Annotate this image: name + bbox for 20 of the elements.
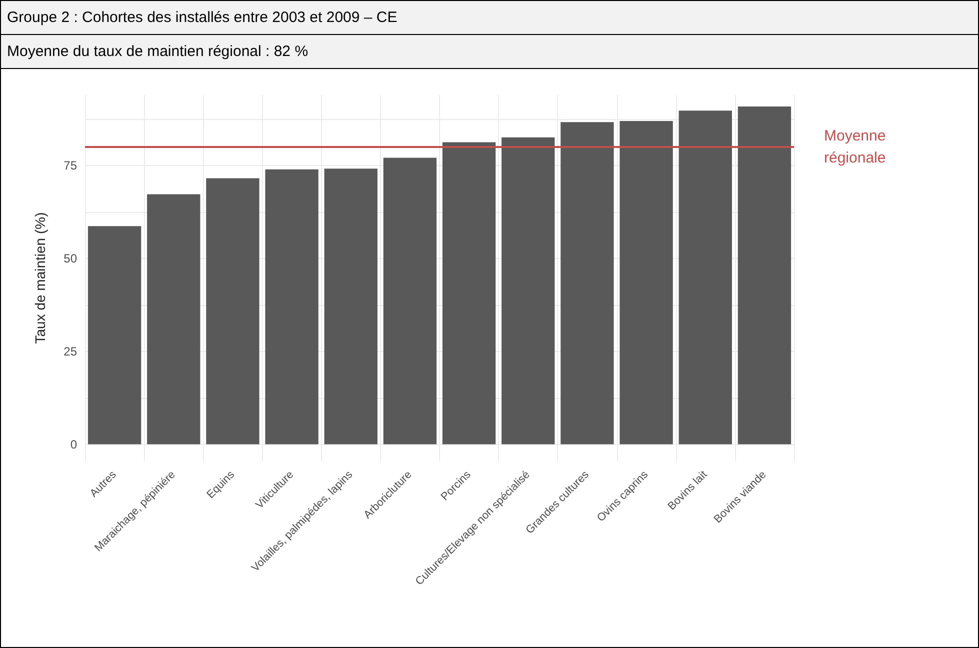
bar (265, 169, 318, 444)
y-axis-title: Taux de maintien (%) (32, 212, 48, 344)
bar (324, 168, 378, 444)
bar (620, 121, 673, 444)
y-tick-label: 75 (64, 158, 78, 173)
chart-title: Groupe 2 : Cohortes des installés entre 2003 et 2009 – CE (1, 1, 978, 35)
ref-line-label: Moyenne régionale (824, 128, 890, 167)
y-tick-label: 0 (70, 437, 78, 452)
bar (383, 158, 437, 444)
chart-subtitle: Moyenne du taux de maintien régional : 82 % (1, 35, 978, 69)
y-tick-label: 50 (64, 251, 78, 266)
bar (88, 226, 142, 444)
y-tick-label: 25 (64, 344, 78, 358)
bar (147, 194, 200, 444)
bar (678, 110, 732, 444)
bar (442, 142, 496, 444)
bar (738, 106, 792, 444)
bar (560, 122, 614, 444)
bar (502, 137, 555, 444)
bar (206, 178, 260, 444)
